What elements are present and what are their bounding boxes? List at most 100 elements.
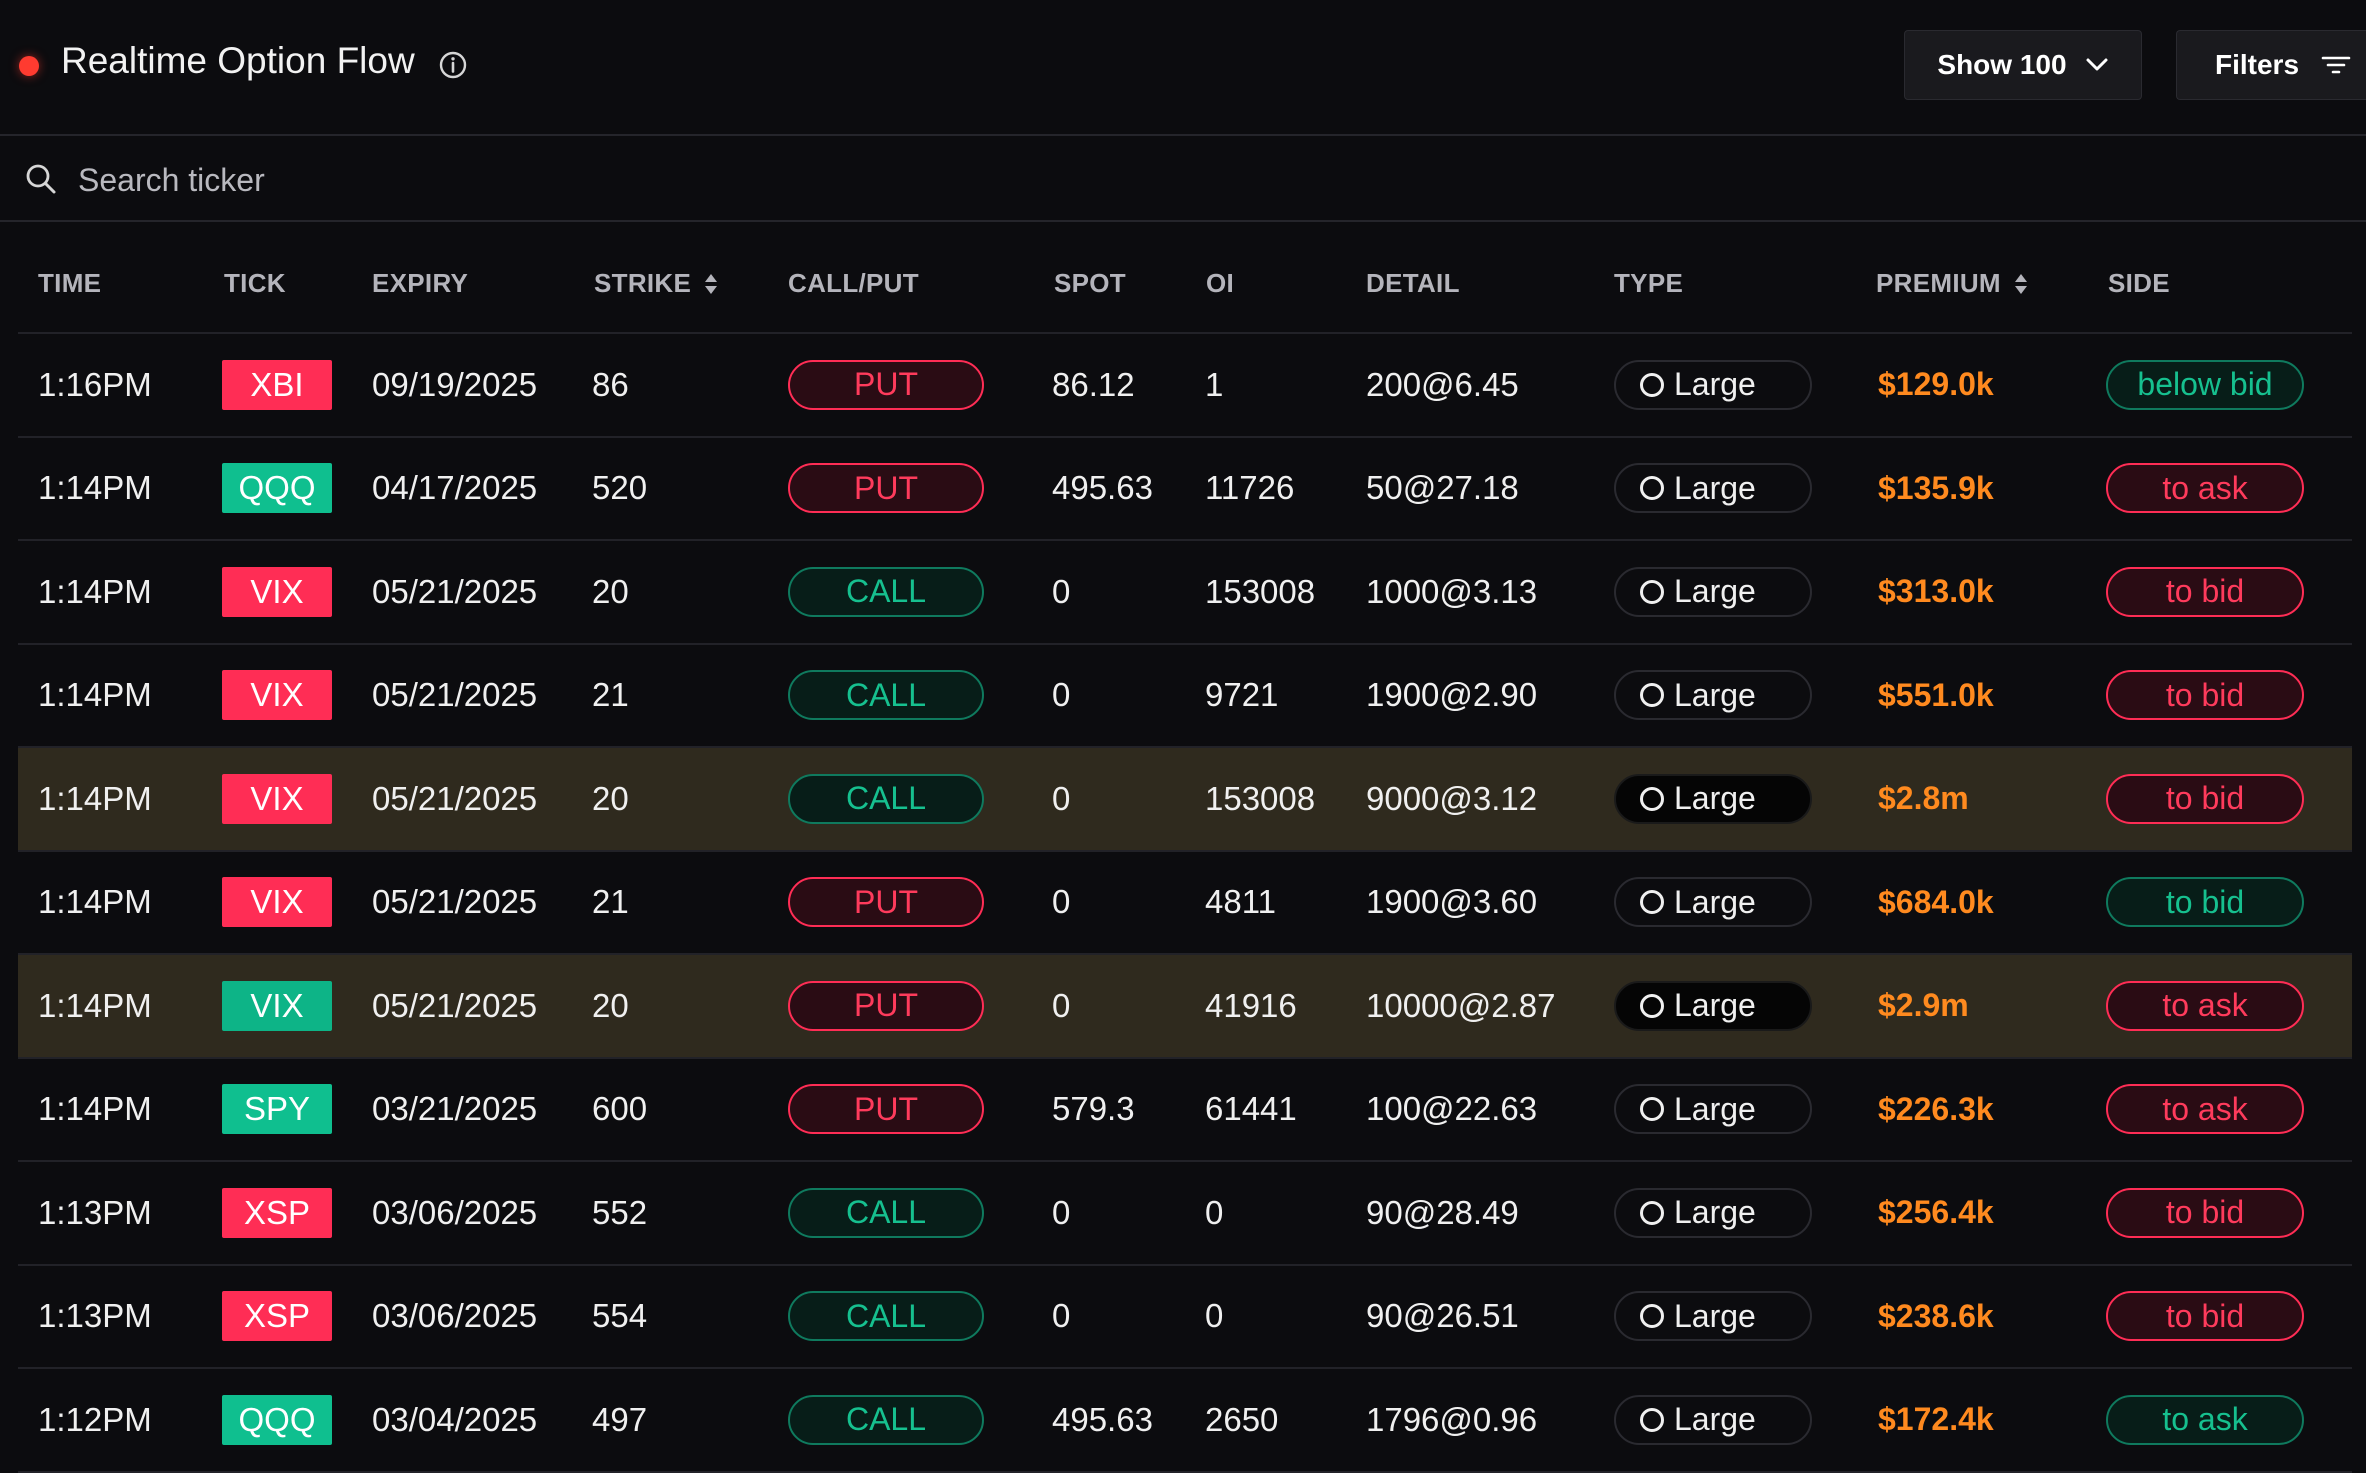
table-row[interactable]: 1:14PM VIX 05/21/2025 20 CALL 0 153008 1…: [18, 541, 2352, 645]
tick-cell: QQQ: [222, 438, 332, 540]
detail-cell: 90@26.51: [1366, 1297, 1519, 1335]
table-row[interactable]: 1:14PM VIX 05/21/2025 21 PUT 0 4811 1900…: [18, 852, 2352, 955]
type-label: Large: [1674, 366, 1756, 403]
table-row[interactable]: 1:12PM QQQ 03/04/2025 497 CALL 495.63 26…: [18, 1369, 2352, 1473]
strike-cell: 21: [592, 883, 629, 921]
table-row[interactable]: 1:14PM VIX 05/21/2025 21 CALL 0 9721 190…: [18, 645, 2352, 748]
detail-cell: 10000@2.87: [1366, 986, 1556, 1024]
table-row[interactable]: 1:14PM VIX 05/21/2025 20 CALL 0 153008 9…: [18, 748, 2352, 852]
detail-cell: 90@28.49: [1366, 1193, 1519, 1231]
call-put-cell: PUT: [788, 852, 984, 954]
type-label: Large: [1674, 573, 1756, 610]
call-put-badge: CALL: [788, 670, 984, 721]
expiry-cell: 05/21/2025: [372, 883, 538, 921]
spot-cell: 0: [1052, 986, 1071, 1024]
strike-cell: 21: [592, 676, 629, 714]
detail-cell: 100@22.63: [1366, 1090, 1538, 1128]
sort-icon: [2014, 273, 2027, 294]
type-cell: Large: [1614, 334, 1812, 436]
premium-cell: $684.0k: [1878, 883, 1994, 920]
ticker-badge[interactable]: VIX: [222, 877, 332, 928]
side-badge: to bid: [2106, 1291, 2304, 1342]
spot-cell: 0: [1052, 676, 1071, 714]
ticker-badge[interactable]: SPY: [222, 1084, 332, 1135]
call-put-badge: PUT: [788, 980, 984, 1031]
show-count-dropdown[interactable]: Show 100: [1904, 30, 2142, 100]
info-icon[interactable]: [438, 50, 468, 80]
search-ticker-input[interactable]: [76, 154, 880, 206]
call-put-cell: PUT: [788, 334, 984, 436]
ticker-badge[interactable]: QQQ: [222, 463, 332, 514]
side-cell: to bid: [2106, 852, 2304, 954]
tick-cell: VIX: [222, 852, 332, 954]
table-row[interactable]: 1:16PM XBI 09/19/2025 86 PUT 86.12 1 200…: [18, 334, 2352, 438]
strike-cell: 520: [592, 469, 648, 507]
column-header-detail[interactable]: DETAIL: [1366, 268, 1460, 298]
column-header-strike[interactable]: STRIKE: [594, 268, 719, 299]
expiry-cell: 03/04/2025: [372, 1400, 538, 1438]
table-row[interactable]: 1:13PM XSP 03/06/2025 552 CALL 0 0 90@28…: [18, 1162, 2352, 1266]
call-put-cell: CALL: [788, 1162, 984, 1264]
column-header-expiry[interactable]: EXPIRY: [372, 268, 469, 298]
expiry-cell: 04/17/2025: [372, 469, 538, 507]
column-header-oi[interactable]: OI: [1206, 268, 1235, 298]
call-put-badge: PUT: [788, 463, 984, 514]
premium-cell: $313.0k: [1878, 573, 1994, 610]
table-header: TIME TICK EXPIRY STRIKE CALL/PUT SPOT OI…: [18, 252, 2352, 334]
expiry-cell: 05/21/2025: [372, 572, 538, 610]
ticker-badge[interactable]: VIX: [222, 980, 332, 1031]
tick-cell: VIX: [222, 955, 332, 1057]
ticker-badge[interactable]: VIX: [222, 670, 332, 721]
column-header-tick[interactable]: TICK: [224, 268, 286, 298]
oi-cell: 4811: [1205, 883, 1276, 921]
column-header-type[interactable]: TYPE: [1614, 268, 1684, 298]
circle-icon: [1640, 1304, 1664, 1329]
ticker-badge[interactable]: VIX: [222, 773, 332, 824]
column-header-spot[interactable]: SPOT: [1054, 268, 1126, 298]
ticker-badge[interactable]: XSP: [222, 1187, 332, 1238]
time-cell: 1:14PM: [38, 469, 152, 507]
type-label: Large: [1674, 987, 1756, 1024]
time-cell: 1:13PM: [38, 1193, 152, 1231]
tick-cell: VIX: [222, 541, 332, 643]
side-cell: to bid: [2106, 1162, 2304, 1264]
table-row[interactable]: 1:14PM VIX 05/21/2025 20 PUT 0 41916 100…: [18, 955, 2352, 1059]
call-put-badge: CALL: [788, 566, 984, 617]
strike-cell: 20: [592, 986, 629, 1024]
side-cell: to bid: [2106, 541, 2304, 643]
chevron-down-icon: [2086, 58, 2108, 71]
tick-cell: QQQ: [222, 1369, 332, 1471]
column-header-call-put[interactable]: CALL/PUT: [788, 268, 919, 298]
strike-cell: 552: [592, 1193, 648, 1231]
call-put-badge: PUT: [788, 877, 984, 928]
side-cell: to ask: [2106, 955, 2304, 1057]
ticker-badge[interactable]: XBI: [222, 359, 332, 410]
type-label: Large: [1674, 1194, 1756, 1231]
table-row[interactable]: 1:14PM SPY 03/21/2025 600 PUT 579.3 6144…: [18, 1059, 2352, 1162]
spot-cell: 495.63: [1052, 1400, 1153, 1438]
tick-cell: XBI: [222, 334, 332, 436]
oi-cell: 41916: [1205, 986, 1297, 1024]
column-header-side[interactable]: SIDE: [2108, 268, 2170, 298]
type-cell: Large: [1614, 955, 1812, 1057]
premium-cell: $238.6k: [1878, 1297, 1994, 1334]
premium-cell: $2.8m: [1878, 780, 1969, 817]
ticker-badge[interactable]: QQQ: [222, 1394, 332, 1445]
call-put-badge: PUT: [788, 359, 984, 410]
column-header-time[interactable]: TIME: [38, 268, 102, 298]
detail-cell: 1900@3.60: [1366, 883, 1538, 921]
ticker-badge[interactable]: VIX: [222, 566, 332, 617]
table-row[interactable]: 1:14PM QQQ 04/17/2025 520 PUT 495.63 117…: [18, 438, 2352, 541]
time-cell: 1:12PM: [38, 1400, 152, 1438]
side-badge: to ask: [2106, 1394, 2304, 1445]
column-header-premium[interactable]: PREMIUM: [1876, 268, 2029, 299]
premium-cell: $172.4k: [1878, 1401, 1994, 1438]
filters-button[interactable]: Filters: [2176, 30, 2366, 100]
table-row[interactable]: 1:13PM XSP 03/06/2025 554 CALL 0 0 90@26…: [18, 1266, 2352, 1369]
circle-icon: [1640, 1097, 1664, 1122]
call-put-badge: CALL: [788, 773, 984, 824]
type-cell: Large: [1614, 1162, 1812, 1264]
ticker-badge[interactable]: XSP: [222, 1291, 332, 1342]
expiry-cell: 05/21/2025: [372, 779, 538, 817]
type-cell: Large: [1614, 541, 1812, 643]
